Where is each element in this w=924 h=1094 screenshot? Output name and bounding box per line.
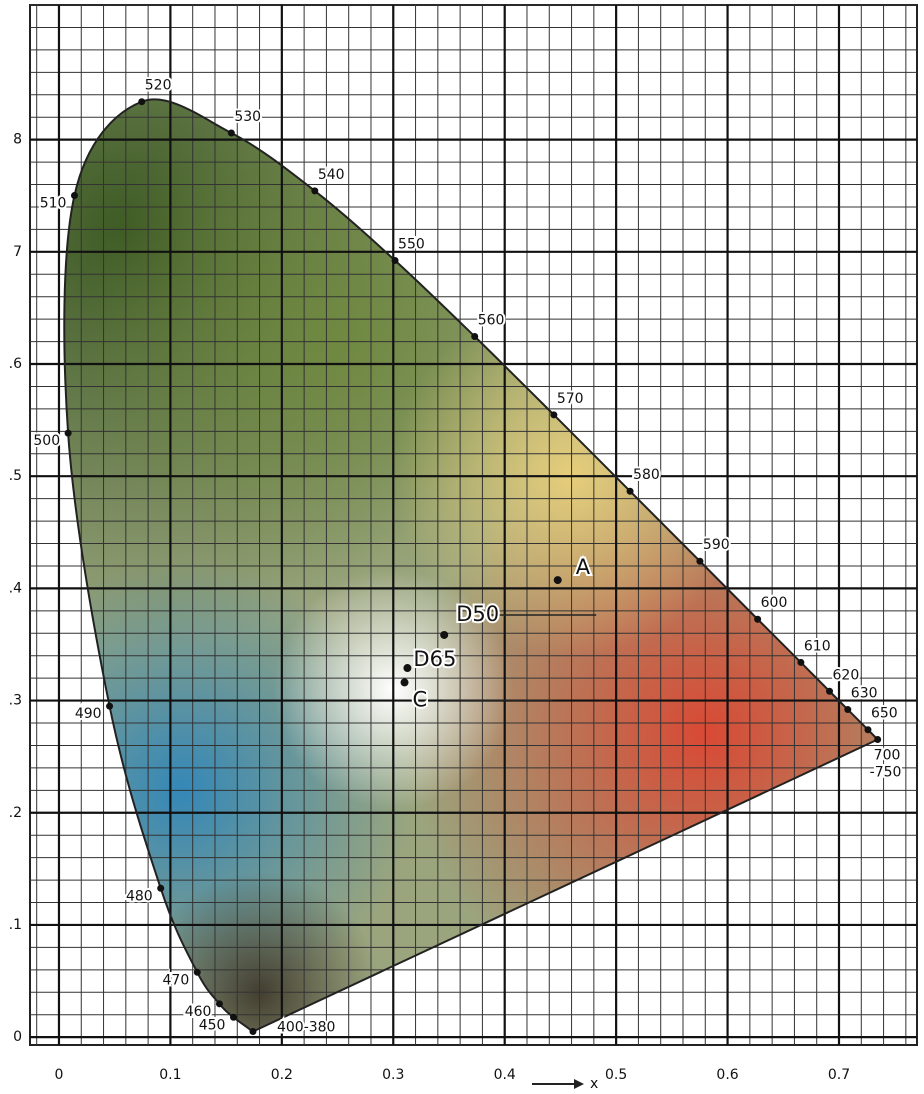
wavelength-point — [844, 706, 852, 714]
illuminant-point — [400, 678, 409, 687]
wavelength-label: 500 — [33, 433, 60, 449]
wavelength-point — [193, 968, 201, 976]
x-tick-label: 0.2 — [271, 1067, 293, 1083]
x-axis-label: x — [590, 1076, 598, 1092]
wavelength-label: 560 — [478, 313, 505, 329]
illuminant-label: A — [576, 555, 591, 579]
wavelength-point — [754, 615, 762, 623]
wavelength-label: 550 — [398, 236, 425, 252]
y-tick-label: .6 — [9, 356, 22, 372]
x-tick-label: 0.5 — [605, 1067, 627, 1083]
x-tick-label: 0.3 — [382, 1067, 404, 1083]
y-tick-label: 8 — [13, 132, 22, 148]
x-tick-label: 0.7 — [828, 1067, 850, 1083]
wavelength-point — [229, 1013, 237, 1021]
wavelength-point — [550, 411, 558, 419]
wavelength-point — [696, 557, 704, 565]
wavelength-point — [157, 884, 165, 892]
illuminant-label: C — [413, 687, 428, 711]
wavelength-point — [874, 736, 882, 744]
wavelength-label: 650 — [871, 706, 898, 722]
axis-arrow-head — [574, 1079, 584, 1089]
wavelength-label: 510 — [40, 195, 67, 211]
wavelength-point — [826, 687, 834, 695]
wavelength-point — [797, 658, 805, 666]
illuminant-label: D50 — [456, 602, 499, 626]
illuminant-point — [440, 630, 449, 639]
wavelength-point — [249, 1028, 257, 1036]
wavelength-point — [626, 487, 634, 495]
y-tick-label: 7 — [13, 244, 22, 260]
wavelength-label: 540 — [318, 167, 345, 183]
wavelength-point — [106, 702, 114, 710]
wavelength-label: 480 — [126, 888, 153, 904]
y-tick-label: .2 — [9, 805, 22, 821]
wavelength-label: 490 — [75, 706, 102, 722]
wavelength-point — [64, 429, 72, 437]
wavelength-point — [227, 129, 235, 137]
wavelength-label: 600 — [761, 595, 788, 611]
wavelength-label: 700 — [874, 748, 901, 764]
x-tick-label: 0.1 — [159, 1067, 181, 1083]
y-tick-label: .3 — [9, 693, 22, 709]
wavelength-label: 570 — [557, 391, 584, 407]
wavelength-label: 450 — [199, 1017, 226, 1033]
x-tick-label: 0 — [55, 1067, 64, 1083]
y-tick-label: 0 — [13, 1029, 22, 1045]
wavelength-annotation: -750 — [870, 765, 902, 781]
x-tick-label: 0.4 — [494, 1067, 516, 1083]
wavelength-point — [215, 1000, 223, 1008]
wavelength-point — [138, 98, 146, 106]
y-tick-label: .5 — [9, 468, 22, 484]
y-tick-label: .1 — [9, 917, 22, 933]
wavelength-label: 520 — [145, 78, 172, 94]
wavelength-label: 580 — [633, 467, 660, 483]
wavelength-point — [391, 256, 399, 264]
wavelength-point — [311, 187, 319, 195]
wavelength-point — [864, 726, 872, 734]
wavelength-label: 470 — [163, 972, 190, 988]
wavelength-label: 530 — [234, 109, 261, 125]
wavelength-label: 610 — [804, 638, 831, 654]
y-tick-label: .4 — [9, 580, 22, 596]
wavelength-label: 400-380 — [277, 1020, 336, 1036]
illuminant-point — [553, 576, 562, 585]
wavelength-label: 630 — [851, 686, 878, 702]
illuminant-point — [403, 664, 412, 673]
wavelength-point — [471, 333, 479, 341]
wavelength-label: 590 — [703, 537, 730, 553]
wavelength-label: 620 — [833, 667, 860, 683]
illuminant-label: D65 — [413, 647, 456, 671]
spectral-locus — [63, 98, 880, 1033]
x-tick-label: 0.6 — [716, 1067, 738, 1083]
wavelength-label: 460 — [185, 1004, 212, 1020]
wavelength-point — [70, 191, 78, 199]
